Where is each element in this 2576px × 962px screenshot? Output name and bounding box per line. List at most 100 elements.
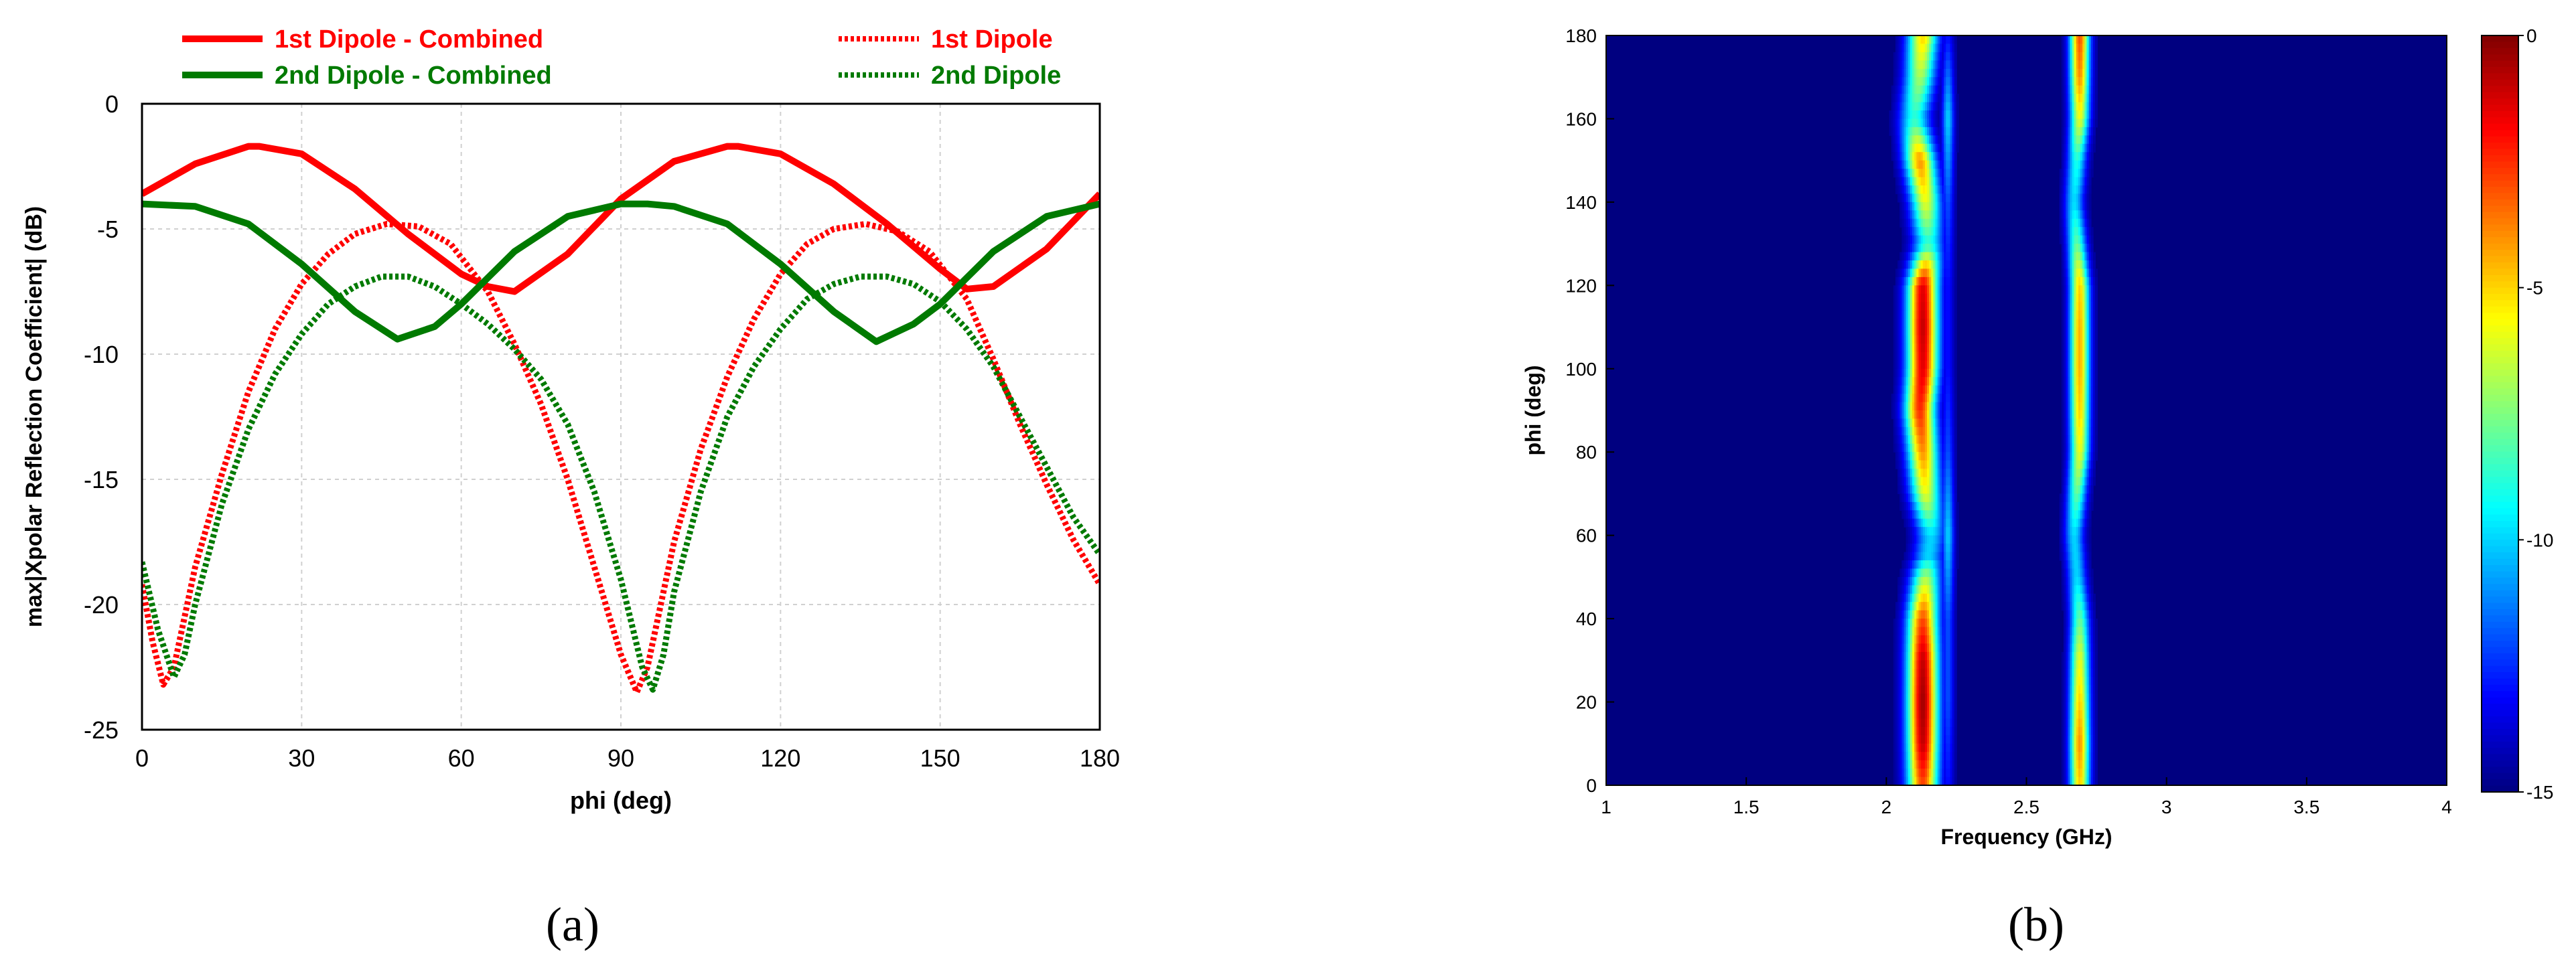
b-heatmap-cell bbox=[1946, 660, 1949, 669]
b-heatmap-cell bbox=[2072, 177, 2075, 186]
b-heatmap-cell bbox=[1916, 110, 1920, 120]
b-heatmap-cell bbox=[1946, 435, 1949, 445]
b-heatmap-cell bbox=[2068, 501, 2071, 511]
b-heatmap-cell bbox=[2059, 185, 2062, 195]
b-y-tick-label: 20 bbox=[1576, 692, 1597, 713]
b-colorbar-segment bbox=[2482, 180, 2518, 187]
b-heatmap-cell bbox=[1931, 668, 1934, 677]
b-heatmap-cell bbox=[2082, 527, 2086, 536]
b-heatmap-cell bbox=[2088, 452, 2092, 461]
b-heatmap-cell bbox=[1918, 769, 1922, 778]
b-heatmap-cell bbox=[1908, 276, 1911, 286]
b-heatmap-cell bbox=[1893, 319, 1896, 328]
b-heatmap-cell bbox=[1924, 394, 1928, 403]
b-heatmap-cell bbox=[2092, 319, 2096, 328]
b-heatmap-cell bbox=[2082, 544, 2086, 553]
b-heatmap-cell bbox=[2078, 118, 2081, 128]
b-heatmap-cell bbox=[1895, 302, 1898, 311]
b-heatmap-cell bbox=[1906, 643, 1909, 653]
b-heatmap-cell bbox=[2070, 327, 2073, 336]
b-heatmap-cell bbox=[2074, 685, 2077, 694]
b-heatmap-cell bbox=[1900, 585, 1903, 594]
b-heatmap-cell bbox=[1902, 602, 1905, 611]
b-heatmap-cell bbox=[1910, 752, 1913, 761]
b-heatmap-cell bbox=[2092, 110, 2096, 120]
b-heatmap-cell bbox=[1939, 293, 1942, 303]
b-colorbar-segment bbox=[2482, 779, 2518, 787]
b-heatmap-cell bbox=[1946, 394, 1949, 403]
b-heatmap-cell bbox=[1942, 60, 1944, 70]
a-x-tick-label: 90 bbox=[607, 744, 634, 772]
b-heatmap-cell bbox=[1954, 227, 1957, 236]
b-heatmap-cell bbox=[2061, 593, 2064, 603]
b-heatmap-cell bbox=[2068, 377, 2071, 386]
b-heatmap-cell bbox=[2070, 585, 2073, 594]
b-heatmap-cell bbox=[2082, 127, 2086, 136]
b-heatmap-cell bbox=[2084, 619, 2088, 628]
b-heatmap-cell bbox=[2068, 285, 2071, 295]
b-heatmap-cell bbox=[1922, 118, 1926, 128]
b-heatmap-cell bbox=[1916, 68, 1920, 78]
b-heatmap-cell bbox=[1908, 302, 1911, 311]
b-heatmap-cell bbox=[2066, 752, 2069, 761]
b-heatmap-cell bbox=[2061, 377, 2064, 386]
b-heatmap-cell bbox=[2072, 68, 2075, 78]
b-heatmap-cell bbox=[1906, 668, 1909, 677]
b-heatmap-cell bbox=[1950, 177, 1953, 186]
b-heatmap-cell bbox=[2090, 718, 2094, 728]
b-heatmap-cell bbox=[1939, 169, 1942, 178]
b-heatmap-cell bbox=[1893, 777, 1896, 786]
b-heatmap-cell bbox=[1935, 769, 1938, 778]
b-heatmap-cell bbox=[1944, 44, 1947, 53]
b-heatmap-cell bbox=[2061, 319, 2064, 328]
b-heatmap-cell bbox=[1914, 169, 1918, 178]
b-heatmap-cell bbox=[2066, 560, 2069, 570]
b-heatmap-cell bbox=[1954, 293, 1957, 303]
b-heatmap-cell bbox=[1931, 52, 1934, 61]
b-heatmap-cell bbox=[1946, 127, 1949, 136]
b-heatmap-cell bbox=[1950, 193, 1953, 203]
b-heatmap-cell bbox=[2066, 202, 2069, 211]
b-heatmap-cell bbox=[1931, 552, 1934, 561]
b-heatmap-cell bbox=[1912, 735, 1915, 744]
b-heatmap-cell bbox=[1950, 268, 1953, 278]
b-heatmap-cell bbox=[1920, 193, 1924, 203]
b-heatmap-cell bbox=[1948, 510, 1951, 519]
b-heatmap-cell bbox=[2072, 726, 2075, 736]
b-heatmap-cell bbox=[1948, 385, 1951, 394]
b-heatmap-cell bbox=[1922, 635, 1926, 645]
b-heatmap-cell bbox=[1946, 152, 1949, 161]
b-heatmap-cell bbox=[2059, 510, 2062, 519]
b-heatmap-cell bbox=[1898, 576, 1901, 586]
b-heatmap-cell bbox=[2070, 710, 2073, 720]
b-heatmap-cell bbox=[2074, 501, 2077, 511]
b-colorbar-segment bbox=[2482, 697, 2518, 705]
b-heatmap-cell bbox=[1944, 469, 1947, 478]
b-heatmap-cell bbox=[1906, 327, 1909, 336]
b-heatmap-cell bbox=[1914, 418, 1918, 428]
b-heatmap-cell bbox=[2088, 777, 2092, 786]
b-heatmap-cell bbox=[2086, 152, 2090, 161]
b-heatmap-cell bbox=[2088, 760, 2092, 769]
b-colorbar-segment bbox=[2482, 414, 2518, 421]
b-heatmap-cell bbox=[1924, 643, 1928, 653]
b-heatmap-cell bbox=[1908, 202, 1911, 211]
b-heatmap-cell bbox=[1918, 118, 1922, 128]
b-heatmap-cell bbox=[2066, 593, 2069, 603]
b-heatmap-cell bbox=[2066, 694, 2069, 703]
b-heatmap-cell bbox=[1922, 668, 1926, 677]
b-heatmap-cell bbox=[2070, 418, 2073, 428]
b-heatmap-cell bbox=[2078, 227, 2081, 236]
b-heatmap-cell bbox=[1952, 260, 1955, 270]
b-heatmap-cell bbox=[2076, 227, 2079, 236]
b-heatmap-cell bbox=[1922, 351, 1926, 361]
b-heatmap-cell bbox=[1910, 202, 1913, 211]
b-heatmap-cell bbox=[2082, 135, 2086, 145]
b-heatmap-cell bbox=[2084, 268, 2088, 278]
b-heatmap-cell bbox=[2084, 418, 2088, 428]
b-heatmap-cell bbox=[1910, 568, 1913, 578]
b-heatmap-cell bbox=[1922, 627, 1926, 636]
b-heatmap-cell bbox=[2084, 185, 2088, 195]
b-heatmap-cell bbox=[1895, 668, 1898, 677]
